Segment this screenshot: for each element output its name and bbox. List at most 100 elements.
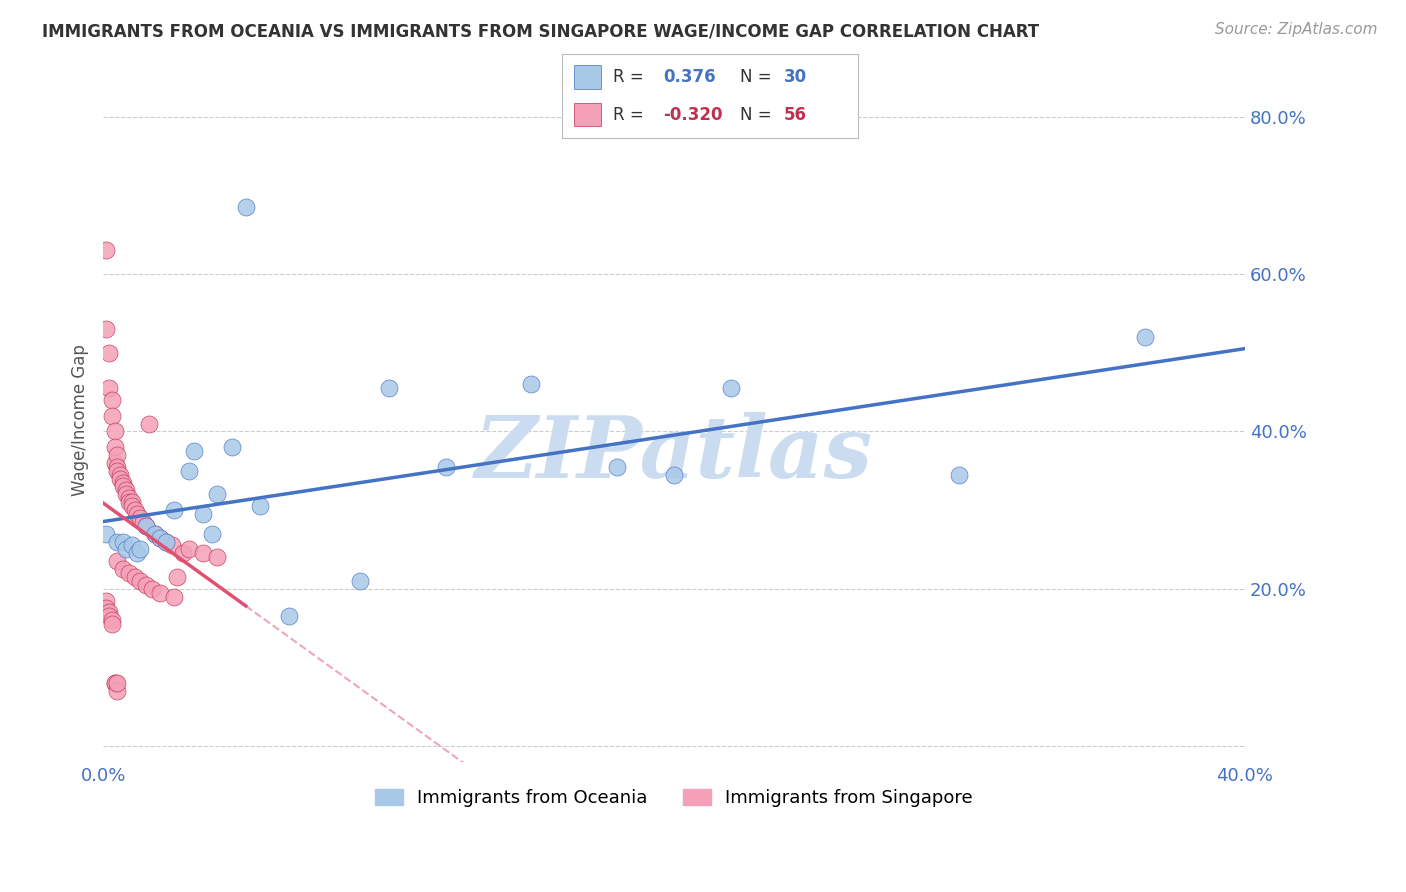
Point [94, 244, 117, 258]
Point [97, 381, 120, 395]
Point [115, 483, 138, 498]
Text: 0.376: 0.376 [662, 69, 716, 87]
Point [606, 459, 628, 474]
Point [207, 487, 229, 501]
Point [124, 570, 146, 584]
Point [94, 526, 117, 541]
Point [107, 676, 129, 690]
Point [172, 546, 194, 560]
Point [132, 515, 155, 529]
Point [97, 609, 120, 624]
Text: N =: N = [740, 69, 770, 87]
Point [249, 499, 271, 513]
Point [110, 467, 132, 482]
Point [135, 578, 157, 592]
Point [277, 609, 299, 624]
Text: ZIPatlas: ZIPatlas [475, 412, 873, 496]
Point [115, 487, 138, 501]
Point [107, 464, 129, 478]
Point [118, 566, 141, 580]
Point [235, 200, 257, 214]
Point [115, 542, 138, 557]
Point [97, 605, 120, 619]
FancyBboxPatch shape [574, 65, 600, 89]
Point [110, 472, 132, 486]
Point [121, 539, 143, 553]
Point [377, 381, 399, 395]
Point [948, 467, 970, 482]
Point [129, 542, 152, 557]
Text: R =: R = [613, 69, 644, 87]
Point [163, 503, 186, 517]
Point [127, 507, 149, 521]
Text: R =: R = [613, 105, 644, 123]
Point [149, 585, 172, 599]
Point [349, 574, 371, 588]
Point [221, 440, 243, 454]
Point [720, 381, 742, 395]
Point [177, 464, 200, 478]
Point [155, 534, 177, 549]
Point [149, 531, 172, 545]
Point [112, 562, 135, 576]
Point [135, 518, 157, 533]
Point [107, 684, 129, 698]
Point [112, 479, 135, 493]
Point [112, 534, 135, 549]
Y-axis label: Wage/Income Gap: Wage/Income Gap [72, 343, 89, 496]
Point [107, 554, 129, 568]
Point [103, 676, 125, 690]
Point [107, 448, 129, 462]
Point [121, 499, 143, 513]
Point [107, 459, 129, 474]
Point [138, 417, 160, 431]
Point [100, 613, 122, 627]
Point [434, 459, 457, 474]
Point [155, 534, 177, 549]
Point [1133, 330, 1156, 344]
Point [118, 495, 141, 509]
Point [94, 322, 117, 336]
Point [121, 495, 143, 509]
Text: 56: 56 [785, 105, 807, 123]
Point [143, 526, 166, 541]
Point [207, 550, 229, 565]
Point [520, 377, 543, 392]
Point [177, 542, 200, 557]
Point [183, 444, 205, 458]
Point [191, 546, 214, 560]
Text: 30: 30 [785, 69, 807, 87]
Point [200, 526, 222, 541]
Point [107, 534, 129, 549]
Text: IMMIGRANTS FROM OCEANIA VS IMMIGRANTS FROM SINGAPORE WAGE/INCOME GAP CORRELATION: IMMIGRANTS FROM OCEANIA VS IMMIGRANTS FR… [42, 22, 1039, 40]
Legend: Immigrants from Oceania, Immigrants from Singapore: Immigrants from Oceania, Immigrants from… [368, 781, 980, 814]
Point [100, 409, 122, 423]
Point [97, 345, 120, 359]
Point [143, 526, 166, 541]
Point [149, 531, 172, 545]
Point [160, 539, 183, 553]
Point [166, 570, 188, 584]
Point [112, 475, 135, 490]
Text: -0.320: -0.320 [662, 105, 723, 123]
Point [163, 590, 186, 604]
Point [100, 392, 122, 407]
Point [94, 601, 117, 615]
Point [662, 467, 685, 482]
Point [103, 440, 125, 454]
Point [135, 518, 157, 533]
Point [103, 425, 125, 439]
Point [129, 511, 152, 525]
Point [100, 617, 122, 632]
Point [127, 546, 149, 560]
Point [124, 503, 146, 517]
Point [118, 491, 141, 506]
Point [94, 593, 117, 607]
Point [103, 456, 125, 470]
Text: N =: N = [740, 105, 770, 123]
Point [129, 574, 152, 588]
Point [141, 582, 163, 596]
Text: Source: ZipAtlas.com: Source: ZipAtlas.com [1215, 22, 1378, 37]
FancyBboxPatch shape [574, 103, 600, 127]
Point [103, 676, 125, 690]
